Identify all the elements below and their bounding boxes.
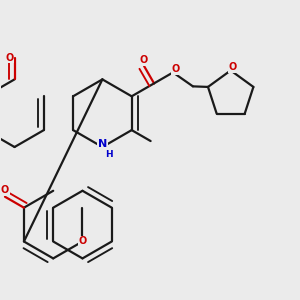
Text: O: O bbox=[1, 185, 9, 195]
Text: N: N bbox=[98, 139, 107, 149]
Text: O: O bbox=[140, 55, 148, 65]
Text: H: H bbox=[106, 151, 113, 160]
Text: O: O bbox=[5, 52, 14, 62]
Text: O: O bbox=[78, 236, 87, 247]
Text: O: O bbox=[172, 64, 180, 74]
Text: O: O bbox=[229, 62, 237, 73]
